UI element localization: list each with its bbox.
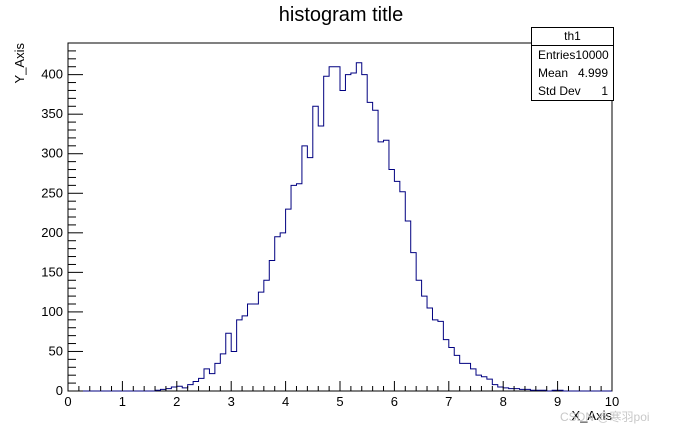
x-tick-label: 10 xyxy=(605,394,619,409)
y-tick-label: 200 xyxy=(41,225,63,240)
stats-box: th1 Entries 10000 Mean 4.999 Std Dev 1 xyxy=(531,27,614,101)
x-tick-label: 0 xyxy=(64,394,71,409)
stats-label: Mean xyxy=(538,66,569,80)
y-tick-label: 300 xyxy=(41,146,63,161)
x-tick-label: 8 xyxy=(500,394,507,409)
x-tick-label: 3 xyxy=(228,394,235,409)
y-tick-label: 400 xyxy=(41,67,63,82)
stats-value: 1 xyxy=(601,84,608,98)
stats-row-entries: Entries 10000 xyxy=(532,46,613,64)
stats-value: 4.999 xyxy=(577,66,608,80)
x-tick-label: 6 xyxy=(391,394,398,409)
stats-row-mean: Mean 4.999 xyxy=(532,64,613,82)
y-tick-label: 150 xyxy=(41,264,63,279)
y-axis-label: Y_Axis xyxy=(12,43,27,84)
stats-label: Std Dev xyxy=(538,84,581,98)
y-tick-label: 50 xyxy=(49,343,63,358)
stats-label: Entries xyxy=(538,48,576,62)
y-tick-label: 100 xyxy=(41,304,63,319)
chart-title: histogram title xyxy=(278,4,404,26)
x-tick-label: 7 xyxy=(445,394,452,409)
stats-row-stddev: Std Dev 1 xyxy=(532,82,613,100)
y-tick-label: 0 xyxy=(56,383,63,398)
x-tick-label: 4 xyxy=(282,394,289,409)
y-tick-label: 250 xyxy=(41,185,63,200)
y-tick-label: 350 xyxy=(41,106,63,121)
x-tick-label: 9 xyxy=(554,394,561,409)
histogram-series-line xyxy=(68,62,612,392)
x-tick-label: 1 xyxy=(119,394,126,409)
stats-box-title: th1 xyxy=(532,28,613,46)
stats-value: 10000 xyxy=(575,48,609,62)
x-axis-label: X_Axis xyxy=(572,408,613,423)
watermark: CSDN @寒羽poi xyxy=(560,410,650,424)
x-tick-label: 5 xyxy=(336,394,343,409)
x-tick-label: 2 xyxy=(173,394,180,409)
